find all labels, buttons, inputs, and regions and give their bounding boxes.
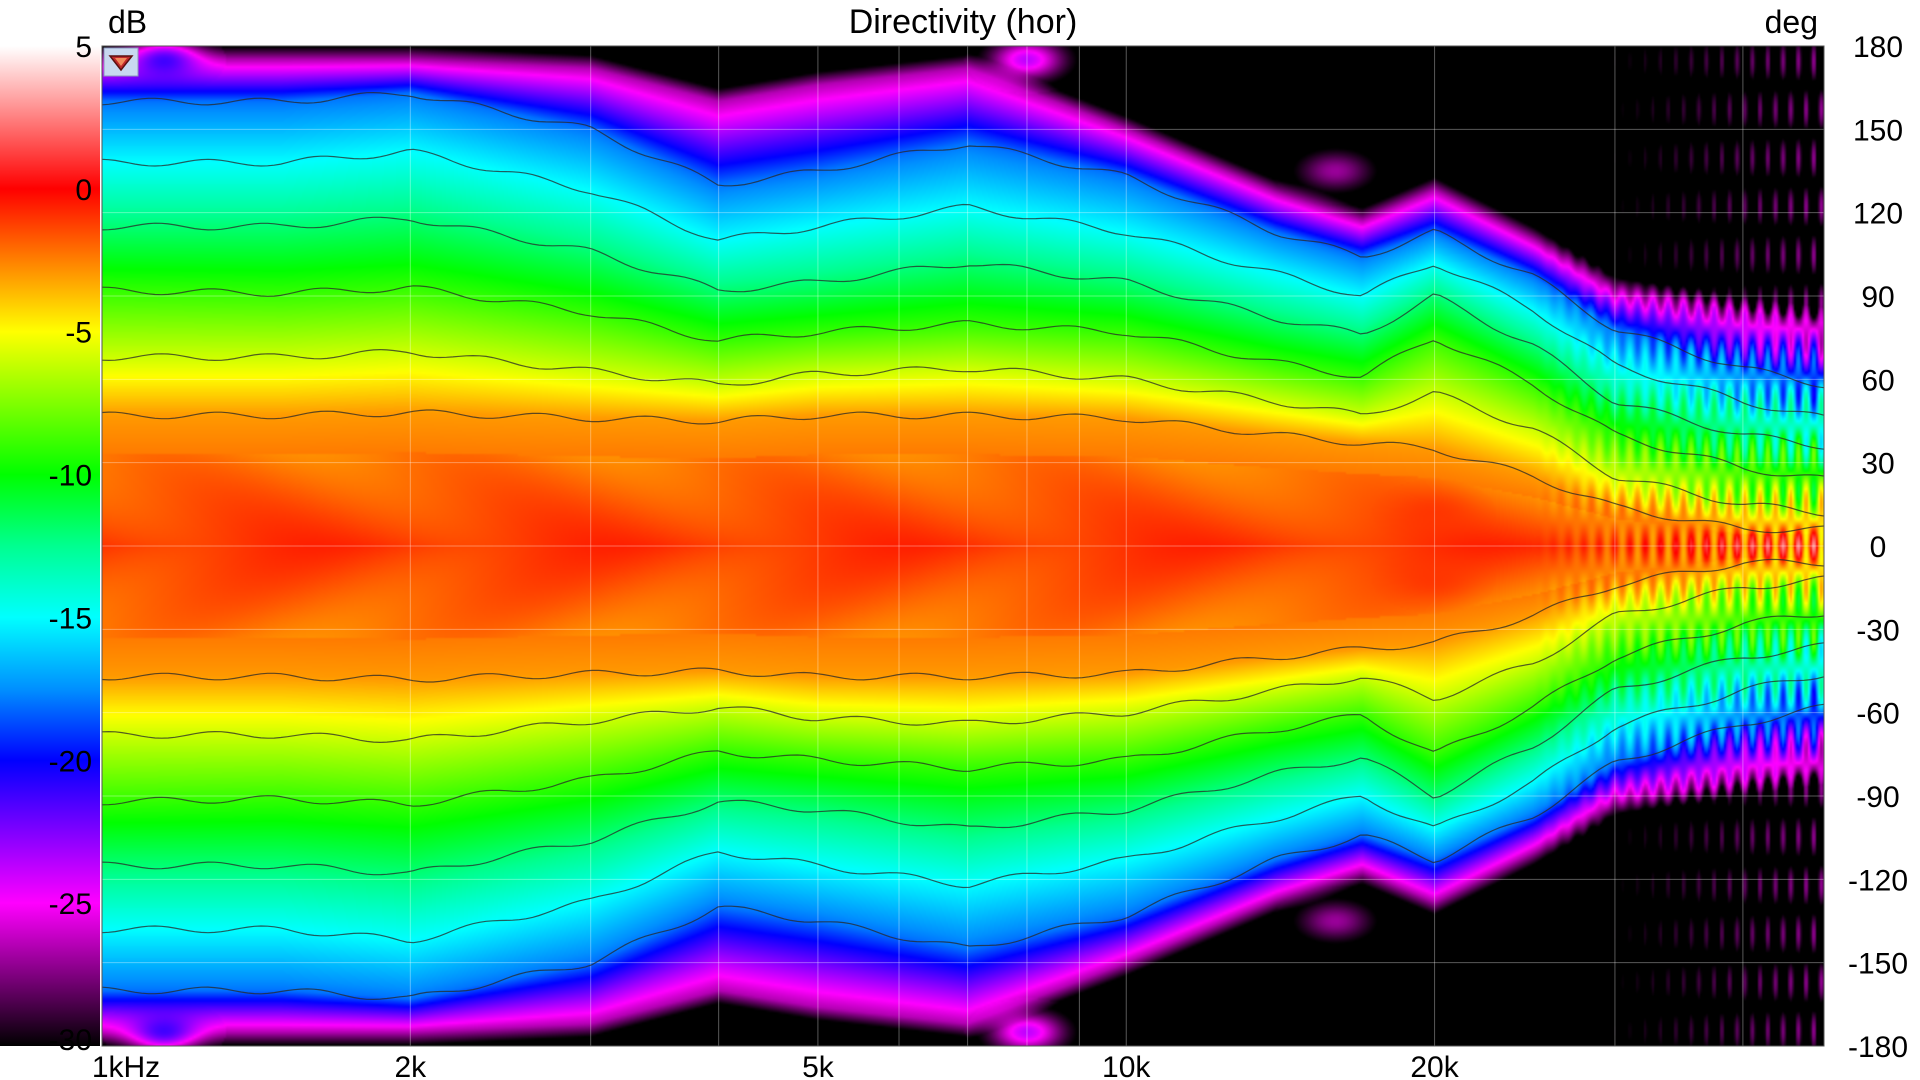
y-tick-label: 180 xyxy=(1853,31,1903,64)
x-tick-label: 2k xyxy=(394,1051,427,1080)
chart-title: Directivity (hor) xyxy=(849,3,1078,41)
colorbar-tick-label: -5 xyxy=(65,317,92,350)
y-tick-label: -180 xyxy=(1848,1031,1908,1064)
contour-line xyxy=(102,575,1824,744)
colorbar-unit-label: dB xyxy=(108,4,147,40)
y-tick-label: 120 xyxy=(1853,198,1903,231)
contour-line xyxy=(102,615,1824,807)
contour-line xyxy=(102,216,1824,450)
y-tick-label: -60 xyxy=(1856,698,1899,731)
contour-line xyxy=(102,285,1824,477)
contour-line xyxy=(102,642,1824,876)
colorbar-tick-label: -20 xyxy=(49,745,92,778)
contour-line xyxy=(102,703,1824,1001)
y-tick-label: 90 xyxy=(1861,281,1894,314)
colorbar xyxy=(0,46,100,1046)
colorbar-tick-label: 0 xyxy=(75,174,92,207)
x-tick-label: 20k xyxy=(1410,1051,1459,1080)
plot-frame xyxy=(101,45,1825,1047)
y-tick-label: 150 xyxy=(1853,114,1903,147)
right-axis-unit-label: deg xyxy=(1765,4,1818,40)
y-tick-label: -150 xyxy=(1848,948,1908,981)
y-tick-label: 0 xyxy=(1870,531,1887,564)
colorbar-tick-label: -15 xyxy=(49,602,92,635)
contour-line xyxy=(102,676,1824,944)
contour-line xyxy=(102,558,1824,683)
x-tick-label: 1kHz xyxy=(92,1051,160,1080)
app-logo-icon xyxy=(103,47,139,77)
colorbar-tick-label: -10 xyxy=(49,460,92,493)
y-tick-label: 60 xyxy=(1861,364,1894,397)
heatmap xyxy=(102,46,1824,1046)
contour-line xyxy=(102,148,1824,416)
contour-line xyxy=(102,409,1824,534)
y-tick-label: -30 xyxy=(1856,614,1899,647)
y-tick-label: 30 xyxy=(1861,448,1894,481)
contour-line xyxy=(102,91,1824,389)
colorbar-tick-label: -25 xyxy=(49,888,92,921)
x-tick-label: 5k xyxy=(802,1051,835,1080)
x-tick-label: 10k xyxy=(1102,1051,1151,1080)
colorbar-tick-label: -30 xyxy=(49,1024,92,1057)
y-tick-label: -90 xyxy=(1856,781,1899,814)
y-tick-label: -120 xyxy=(1848,864,1908,897)
contour-line xyxy=(102,348,1824,517)
colorbar-tick-label: 5 xyxy=(75,31,92,64)
